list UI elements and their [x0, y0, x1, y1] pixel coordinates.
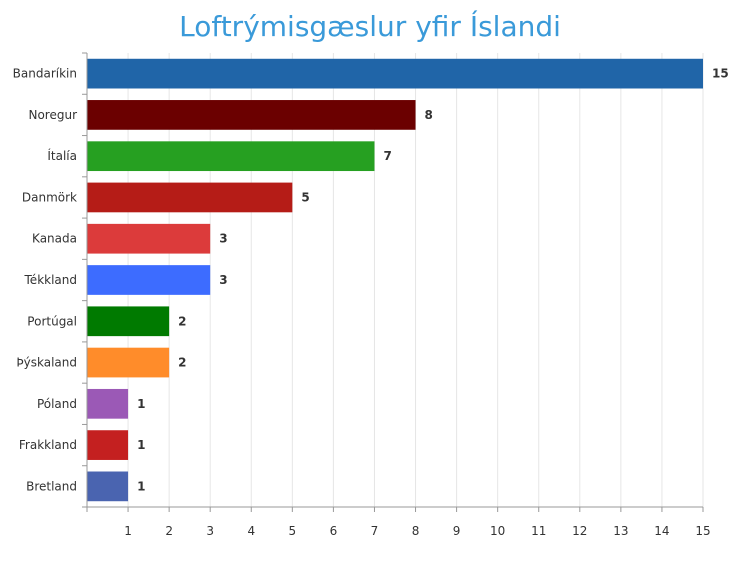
x-tick-label: 4: [247, 524, 255, 538]
value-label: 3: [219, 232, 227, 246]
bar-Bretland: [87, 471, 129, 502]
bar-Danmörk: [87, 182, 293, 213]
value-label: 5: [301, 190, 309, 204]
category-label: Bretland: [26, 479, 77, 493]
bar-Þýskaland: [87, 347, 170, 378]
bar-Póland: [87, 388, 129, 419]
bar-Portúgal: [87, 306, 170, 337]
bars: [87, 58, 703, 502]
x-tick-label: 7: [371, 524, 379, 538]
category-label: Tékkland: [24, 273, 77, 287]
category-label: Portúgal: [27, 314, 77, 328]
bar-Bandaríkin: [87, 58, 703, 89]
category-label: Kanada: [32, 232, 77, 246]
value-label: 1: [137, 438, 145, 452]
x-tick-label: 12: [572, 524, 587, 538]
x-tick-label: 14: [654, 524, 669, 538]
bar-Frakkland: [87, 430, 129, 460]
x-tick-label: 1: [124, 524, 132, 538]
x-tick-label: 11: [531, 524, 546, 538]
chart-title: Loftrýmisgæslur yfir Íslandi: [179, 10, 561, 43]
value-label: 8: [425, 108, 433, 122]
x-tick-label: 9: [453, 524, 461, 538]
bar-Ítalía: [87, 141, 375, 172]
category-label: Danmörk: [22, 190, 77, 204]
x-tick-label: 13: [613, 524, 628, 538]
x-tick-label: 3: [206, 524, 214, 538]
x-tick-label: 5: [289, 524, 297, 538]
x-tick-label: 10: [490, 524, 505, 538]
x-tick-label: 2: [165, 524, 173, 538]
value-label: 15: [712, 67, 729, 81]
value-label: 2: [178, 356, 186, 370]
value-label: 1: [137, 479, 145, 493]
x-tick-label: 6: [330, 524, 338, 538]
bar-Kanada: [87, 223, 211, 254]
category-label: Bandaríkin: [13, 67, 77, 81]
bar-Tékkland: [87, 265, 211, 295]
category-label: Þýskaland: [16, 356, 77, 370]
value-label: 3: [219, 273, 227, 287]
value-label: 7: [383, 149, 391, 163]
bar-Noregur: [87, 100, 416, 130]
x-tick-label: 15: [695, 524, 710, 538]
axes: [82, 52, 704, 512]
category-label: Noregur: [28, 108, 77, 122]
category-label: Ítalía: [47, 148, 77, 163]
category-label: Frakkland: [19, 438, 77, 452]
value-label: 1: [137, 397, 145, 411]
x-tick-label: 8: [412, 524, 420, 538]
category-label: Póland: [37, 397, 77, 411]
value-label: 2: [178, 314, 186, 328]
